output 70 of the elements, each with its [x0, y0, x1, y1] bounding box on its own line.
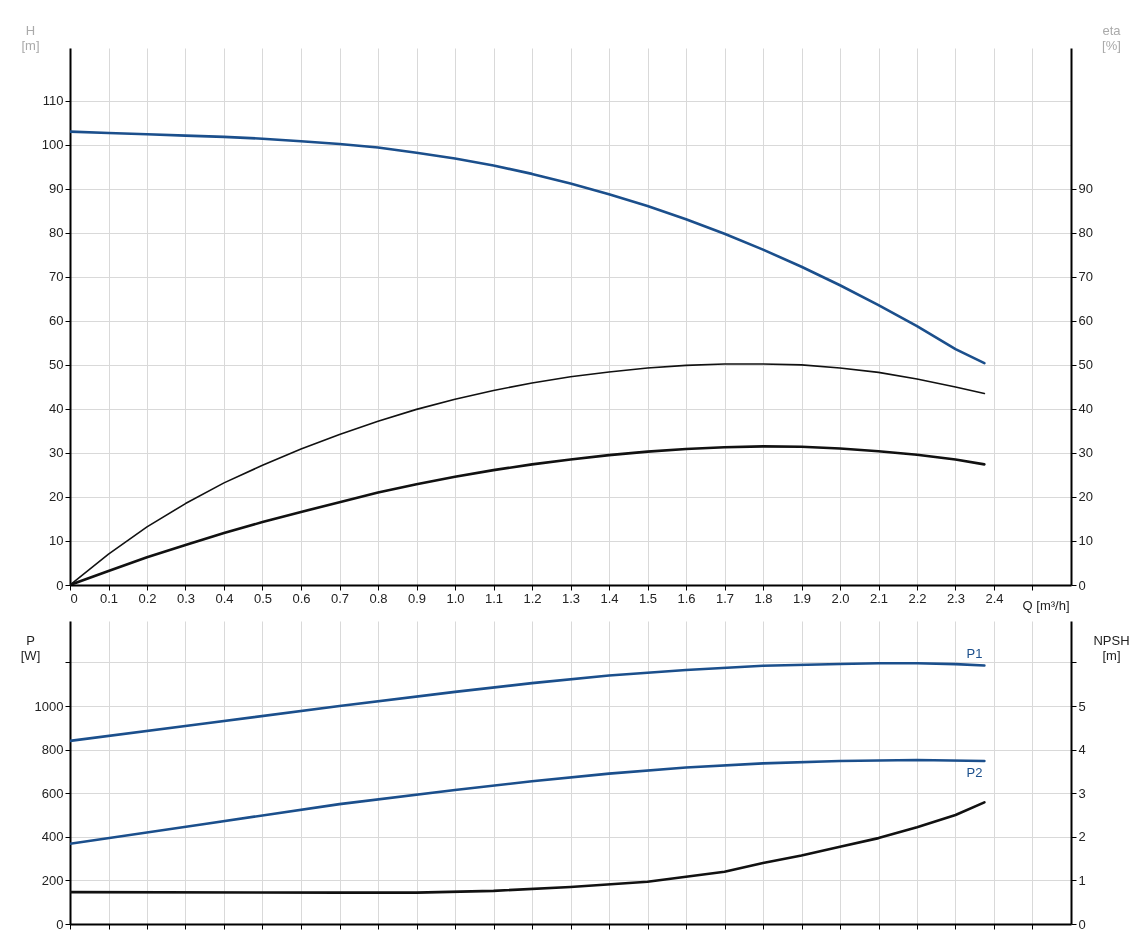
y-tick-label: 10 [49, 533, 64, 549]
y-tick-label: 40 [49, 401, 64, 417]
y2-tick-label: 10 [1078, 533, 1093, 549]
y2-tick-label: 30 [1078, 445, 1093, 461]
line-series [70, 801, 986, 894]
x-axis-title: Q [m³/h] [1022, 597, 1070, 613]
y2-tick-label: 20 [1078, 489, 1093, 505]
y2-tick-label: 90 [1078, 181, 1093, 197]
y-tick-label: 100 [41, 137, 64, 153]
series-label: P2 [966, 764, 983, 780]
y-tick-label: 800 [41, 742, 64, 758]
x-tick-label: 0.9 [407, 590, 427, 606]
x-tick-label: 1.8 [754, 590, 773, 606]
line-series [70, 661, 986, 743]
y2-tick-label: 2 [1078, 829, 1086, 845]
y-tick-label: 1000 [34, 698, 64, 714]
y2-tick-label: 80 [1078, 225, 1093, 241]
x-tick-label: 2.3 [946, 590, 966, 606]
y2-tick-label: 0 [1078, 577, 1086, 593]
x-tick-label: 2.2 [908, 590, 927, 606]
y2-tick-label: 5 [1078, 698, 1086, 714]
y2-tick-label: 1 [1078, 872, 1086, 888]
x-tick-label: 1.4 [600, 590, 619, 606]
y-tick-label: 20 [49, 489, 64, 505]
y2-tick-label: 3 [1078, 785, 1086, 801]
y2-axis-title: NPSH [m] [1093, 632, 1130, 663]
x-tick-label: 0.7 [330, 590, 350, 606]
x-tick-label: 0.4 [215, 590, 234, 606]
y-tick-label: 110 [42, 93, 64, 109]
y-tick-label: 90 [49, 181, 64, 197]
series-label: P1 [966, 646, 983, 662]
y2-tick-label: 4 [1078, 742, 1086, 758]
x-tick-label: 1.6 [677, 590, 696, 606]
y2-axis-title: eta [%] [1102, 22, 1122, 53]
y-tick-label: 400 [41, 829, 64, 845]
y2-tick-label: 60 [1078, 313, 1093, 329]
x-tick-label: 1.7 [715, 590, 735, 606]
line-series [70, 130, 986, 365]
y-tick-label: 60 [49, 313, 64, 329]
x-tick-label: 1.3 [561, 590, 581, 606]
x-tick-label: 0.8 [369, 590, 388, 606]
x-tick-label: 2.1 [869, 590, 889, 606]
y2-tick-label: 40 [1078, 401, 1093, 417]
y-tick-label: 30 [49, 445, 64, 461]
y-axis-title: P [W] [20, 632, 41, 663]
y-tick-label: 200 [41, 872, 64, 888]
x-tick-label: 0.2 [138, 590, 157, 606]
y-tick-label: 80 [49, 225, 64, 241]
y-axis-title: H [m] [21, 22, 40, 53]
x-tick-label: 0.5 [253, 590, 273, 606]
x-tick-label: 1.0 [446, 590, 465, 606]
x-tick-label: 0 [70, 590, 78, 606]
y2-tick-label: 50 [1078, 357, 1093, 373]
x-tick-label: 0.6 [292, 590, 311, 606]
y-tick-label: 600 [41, 785, 64, 801]
x-tick-label: 1.9 [792, 590, 812, 606]
y-tick-label: 70 [49, 269, 64, 285]
y-tick-label: 0 [56, 916, 64, 932]
y2-tick-label: 0 [1078, 916, 1086, 932]
y-tick-label: 0 [56, 577, 64, 593]
x-tick-label: 0.1 [99, 590, 119, 606]
x-tick-label: 1.2 [523, 590, 542, 606]
x-tick-label: 0.3 [176, 590, 196, 606]
x-tick-label: 2.0 [831, 590, 850, 606]
x-tick-label: 1.1 [484, 590, 504, 606]
y2-tick-label: 70 [1078, 269, 1093, 285]
x-tick-label: 1.5 [638, 590, 658, 606]
line-series [70, 758, 986, 846]
x-tick-label: 2.4 [985, 590, 1004, 606]
y-tick-label: 50 [49, 357, 64, 373]
